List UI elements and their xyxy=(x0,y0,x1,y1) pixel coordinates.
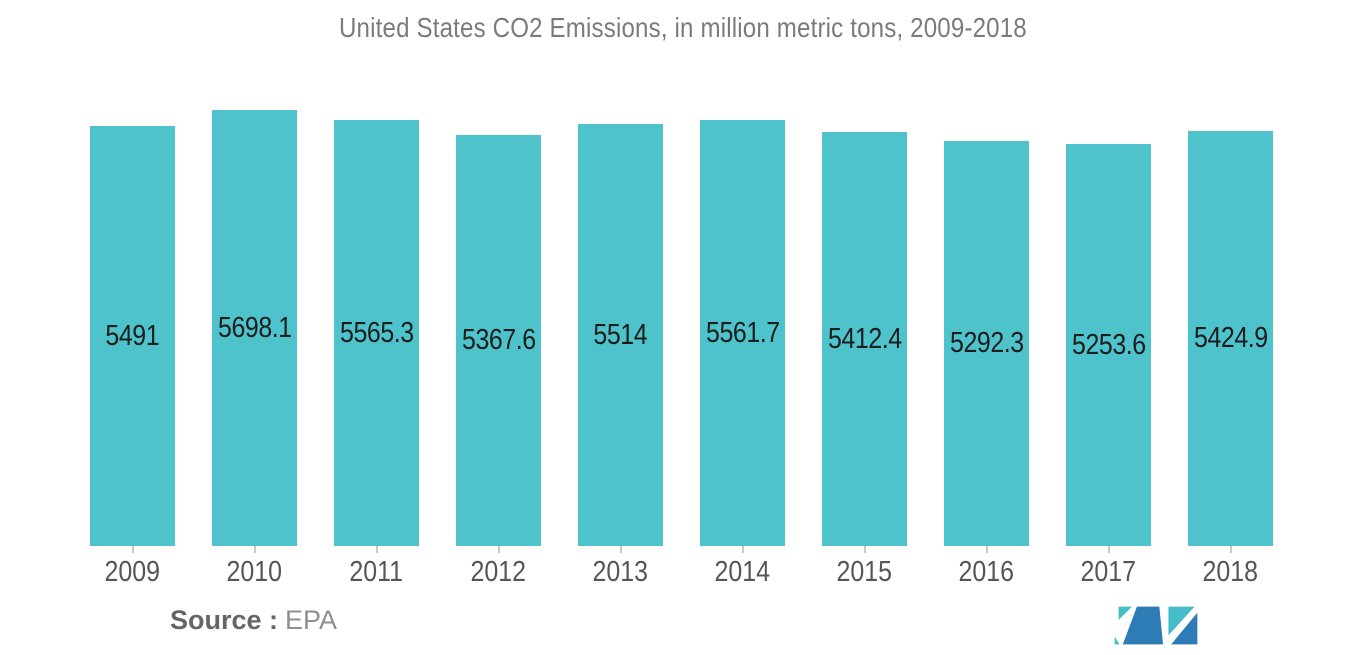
bar-value-label: 5491 xyxy=(105,319,160,352)
x-axis-label: 2016 xyxy=(925,556,1048,589)
logo-shape-teal-bottom-left xyxy=(1114,632,1123,646)
logo-shape-teal-top-left xyxy=(1117,605,1136,624)
axis-tick xyxy=(985,546,988,553)
bar: 5367.6 xyxy=(456,135,541,546)
chart-title-text: United States CO2 Emissions, in million … xyxy=(339,12,1027,43)
axis-tick xyxy=(253,546,256,553)
bar-column: 5367.6 2012 xyxy=(456,110,541,588)
source-label: Source : xyxy=(170,605,279,635)
source-note: Source : EPA xyxy=(170,605,337,636)
x-axis-label-text: 2013 xyxy=(592,556,649,588)
bar: 5491 xyxy=(90,126,175,546)
bar: 5514 xyxy=(578,124,663,546)
bar-value-label: 5514 xyxy=(593,318,648,351)
bar-column: 5412.4 2015 xyxy=(822,110,907,588)
bar: 5412.4 xyxy=(822,132,907,546)
source-value: EPA xyxy=(285,605,338,635)
chart-title: United States CO2 Emissions, in million … xyxy=(0,12,1366,44)
x-axis-label-text: 2015 xyxy=(836,556,893,588)
bar-chart-plot-area: 5491 2009 5698.1 2010 5565.3 2011 xyxy=(90,110,1273,588)
bar-column: 5561.7 2014 xyxy=(700,110,785,588)
bar: 5561.7 xyxy=(700,120,785,546)
bar-value-label: 5253.6 xyxy=(1071,328,1146,361)
mordor-intelligence-logo xyxy=(1114,605,1199,646)
axis-tick xyxy=(863,546,866,553)
bar: 5253.6 xyxy=(1066,144,1151,546)
x-axis-label-text: 2014 xyxy=(714,556,771,588)
bar-column: 5424.9 2018 xyxy=(1188,110,1273,588)
bar: 5565.3 xyxy=(334,120,419,546)
bar-value-label: 5698.1 xyxy=(217,311,292,344)
x-axis-label: 2010 xyxy=(193,556,316,589)
logo-shape-blue-left xyxy=(1120,605,1165,646)
bar: 5698.1 xyxy=(212,110,297,546)
x-axis-label: 2014 xyxy=(681,556,804,589)
bar: 5292.3 xyxy=(944,141,1029,546)
axis-tick xyxy=(1107,546,1110,553)
x-axis-label: 2012 xyxy=(437,556,560,589)
x-axis-label: 2017 xyxy=(1047,556,1170,589)
logo-shape-blue-right xyxy=(1168,608,1199,646)
axis-tick xyxy=(497,546,500,553)
bar-column: 5514 2013 xyxy=(578,110,663,588)
bar-column: 5698.1 2010 xyxy=(212,110,297,588)
bar-value-label: 5561.7 xyxy=(705,316,780,349)
axis-tick xyxy=(1229,546,1232,553)
bar-value-label: 5412.4 xyxy=(827,322,902,355)
x-axis-label-text: 2016 xyxy=(958,556,1015,588)
x-axis-label-text: 2010 xyxy=(226,556,283,588)
x-axis-label-text: 2012 xyxy=(470,556,527,588)
x-axis-label-text: 2011 xyxy=(349,556,404,588)
bar-value-label: 5292.3 xyxy=(949,327,1024,359)
x-axis-label: 2013 xyxy=(559,556,682,589)
logo-shape-teal-right xyxy=(1167,605,1198,639)
axis-tick xyxy=(375,546,378,553)
axis-tick xyxy=(131,546,134,553)
x-axis-label: 2018 xyxy=(1169,556,1292,589)
bar-value-label: 5367.6 xyxy=(461,324,536,356)
x-axis-label: 2015 xyxy=(803,556,926,589)
bar-value-label: 5424.9 xyxy=(1193,322,1268,354)
bar: 5424.9 xyxy=(1188,131,1273,546)
x-axis-label: 2009 xyxy=(71,556,194,589)
x-axis-label-text: 2009 xyxy=(104,556,161,588)
bar-column: 5491 2009 xyxy=(90,110,175,588)
axis-tick xyxy=(619,546,622,553)
bar-column: 5565.3 2011 xyxy=(334,110,419,588)
x-axis-label-text: 2017 xyxy=(1080,556,1137,588)
bar-column: 5253.6 2017 xyxy=(1066,110,1151,588)
bar-value-label: 5565.3 xyxy=(339,316,414,349)
axis-tick xyxy=(741,546,744,553)
x-axis-label-text: 2018 xyxy=(1202,556,1259,588)
bar-column: 5292.3 2016 xyxy=(944,110,1029,588)
x-axis-label: 2011 xyxy=(315,556,438,589)
